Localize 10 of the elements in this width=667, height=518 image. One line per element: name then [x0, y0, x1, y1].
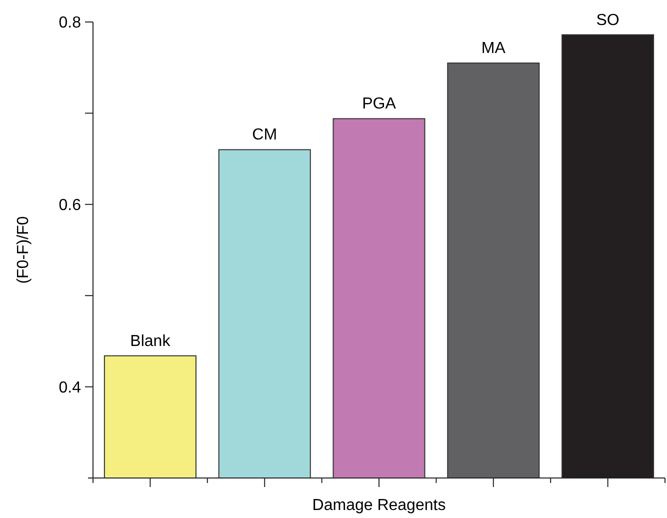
x-tick-label: CM	[252, 126, 278, 144]
x-tick-label: MA	[481, 40, 506, 58]
y-tick-label: 0.6	[58, 197, 82, 214]
y-tick-label: 0.8	[58, 14, 82, 32]
x-tick-label: SO	[596, 12, 620, 29]
x-tick-label: PGA	[362, 96, 396, 113]
x-tick-label: Blank	[130, 332, 172, 350]
y-tick-label: 0.4	[58, 379, 82, 396]
x-axis-title: Damage Reagents	[312, 497, 446, 514]
y-axis-title: (F0-F)/F0	[15, 216, 32, 284]
